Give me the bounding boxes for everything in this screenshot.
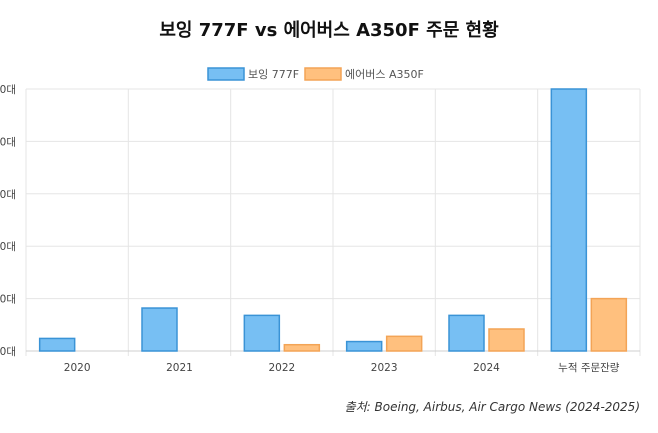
x-tick-label: 2022 (268, 362, 295, 374)
y-tick-label: 200대 (0, 136, 16, 148)
legend: 보잉 777F 에어버스 A350F (207, 67, 424, 81)
bar-boeing-777f-4 (448, 314, 485, 352)
x-tick-label: 2021 (166, 362, 193, 374)
grid-lines (25, 88, 641, 356)
y-tick-label: 0대 (0, 346, 16, 358)
legend-swatch (207, 67, 245, 81)
x-tick-label: 2023 (371, 362, 398, 374)
y-tick-label: 250대 (0, 84, 16, 96)
x-tick-label: 2020 (64, 362, 91, 374)
x-axis-ticks: 2020 2021 2022 2023 2024 누적 주문잔량 (64, 362, 620, 374)
bar-airbus-a350f-4 (488, 328, 525, 352)
legend-swatch (304, 67, 342, 81)
bar-airbus-a350f-3 (385, 335, 423, 352)
legend-item-boeing-777f: 보잉 777F (248, 68, 299, 81)
y-tick-label: 150대 (0, 189, 16, 201)
x-tick-label: 누적 주문잔량 (558, 362, 620, 374)
legend-item-airbus-a350f: 에어버스 A350F (345, 68, 424, 81)
x-tick-label: 2024 (473, 362, 500, 374)
bar-boeing-777f-2 (243, 314, 281, 352)
bars (38, 88, 628, 352)
bar-boeing-777f-0 (38, 337, 76, 352)
bar-boeing-777f-3 (345, 340, 383, 352)
bar-airbus-a350f-2 (283, 343, 321, 352)
bar-boeing-777f-1 (141, 307, 178, 352)
bar-airbus-a350f-5 (590, 297, 628, 352)
source-note: 출처: Boeing, Airbus, Air Cargo News (2024… (344, 400, 640, 414)
chart-title: 보잉 777F vs 에어버스 A350F 주문 현황 (159, 20, 499, 41)
y-tick-label: 100대 (0, 241, 16, 253)
y-tick-label: 50대 (0, 294, 16, 306)
y-axis-ticks: 0대 50대 100대 150대 200대 250대 (0, 84, 16, 358)
bar-boeing-777f-5 (550, 88, 588, 352)
